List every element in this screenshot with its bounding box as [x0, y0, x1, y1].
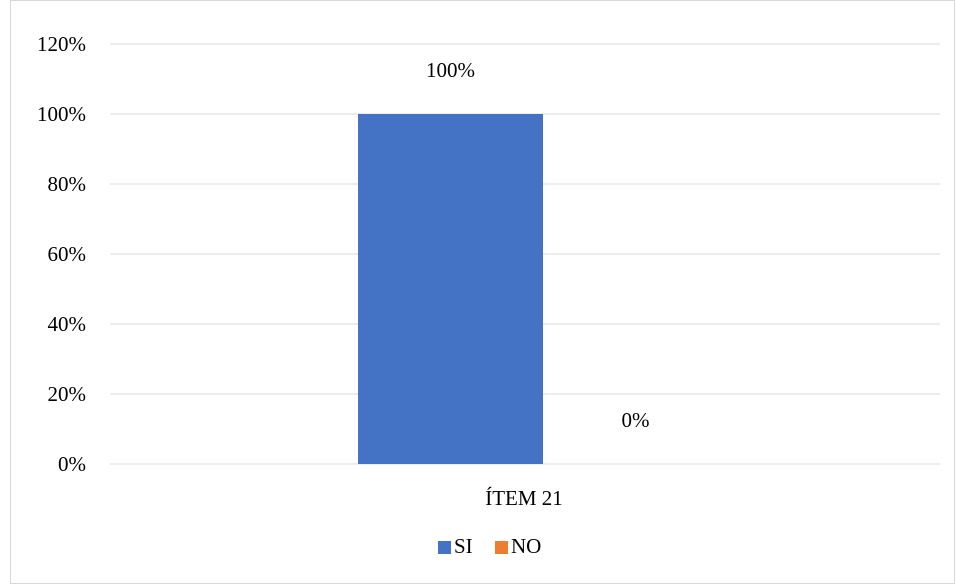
data-label-si: 100% — [426, 58, 475, 82]
legend-swatch-si — [438, 541, 451, 554]
legend-label-no: NO — [511, 534, 541, 558]
legend: SI NO — [438, 534, 541, 558]
bar-si — [358, 114, 543, 464]
y-tick-label: 0% — [58, 452, 86, 476]
category-labels: ÍTEM 21 — [485, 486, 563, 510]
data-label-no: 0% — [622, 408, 650, 432]
y-axis-tick-labels: 0% 20% 40% 60% 80% 100% 120% — [37, 32, 86, 476]
y-tick-label: 120% — [37, 32, 86, 56]
y-tick-label: 80% — [48, 172, 87, 196]
bars — [358, 114, 543, 464]
y-tick-label: 60% — [48, 242, 87, 266]
y-tick-label: 40% — [48, 312, 87, 336]
legend-swatch-no — [495, 541, 508, 554]
y-tick-label: 20% — [48, 382, 87, 406]
data-labels: 100% 0% — [426, 58, 650, 432]
legend-label-si: SI — [454, 534, 473, 558]
category-label: ÍTEM 21 — [485, 486, 563, 510]
y-tick-label: 100% — [37, 102, 86, 126]
